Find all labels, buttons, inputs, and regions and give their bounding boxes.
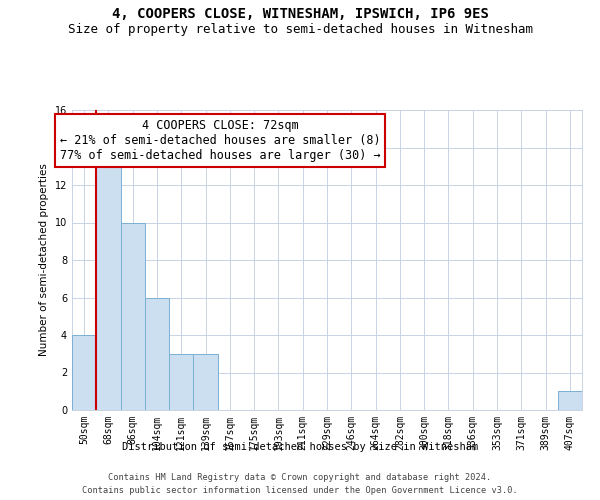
- Text: 4, COOPERS CLOSE, WITNESHAM, IPSWICH, IP6 9ES: 4, COOPERS CLOSE, WITNESHAM, IPSWICH, IP…: [112, 8, 488, 22]
- Text: 4 COOPERS CLOSE: 72sqm
← 21% of semi-detached houses are smaller (8)
77% of semi: 4 COOPERS CLOSE: 72sqm ← 21% of semi-det…: [59, 119, 380, 162]
- Y-axis label: Number of semi-detached properties: Number of semi-detached properties: [39, 164, 49, 356]
- Bar: [558, 391, 582, 410]
- Text: Distribution of semi-detached houses by size in Witnesham: Distribution of semi-detached houses by …: [122, 442, 478, 452]
- Bar: [193, 354, 218, 410]
- Text: Contains HM Land Registry data © Crown copyright and database right 2024.: Contains HM Land Registry data © Crown c…: [109, 472, 491, 482]
- Text: Size of property relative to semi-detached houses in Witnesham: Size of property relative to semi-detach…: [67, 22, 533, 36]
- Bar: [96, 166, 121, 410]
- Bar: [121, 222, 145, 410]
- Text: Contains public sector information licensed under the Open Government Licence v3: Contains public sector information licen…: [82, 486, 518, 495]
- Bar: [169, 354, 193, 410]
- Bar: [145, 298, 169, 410]
- Bar: [72, 335, 96, 410]
